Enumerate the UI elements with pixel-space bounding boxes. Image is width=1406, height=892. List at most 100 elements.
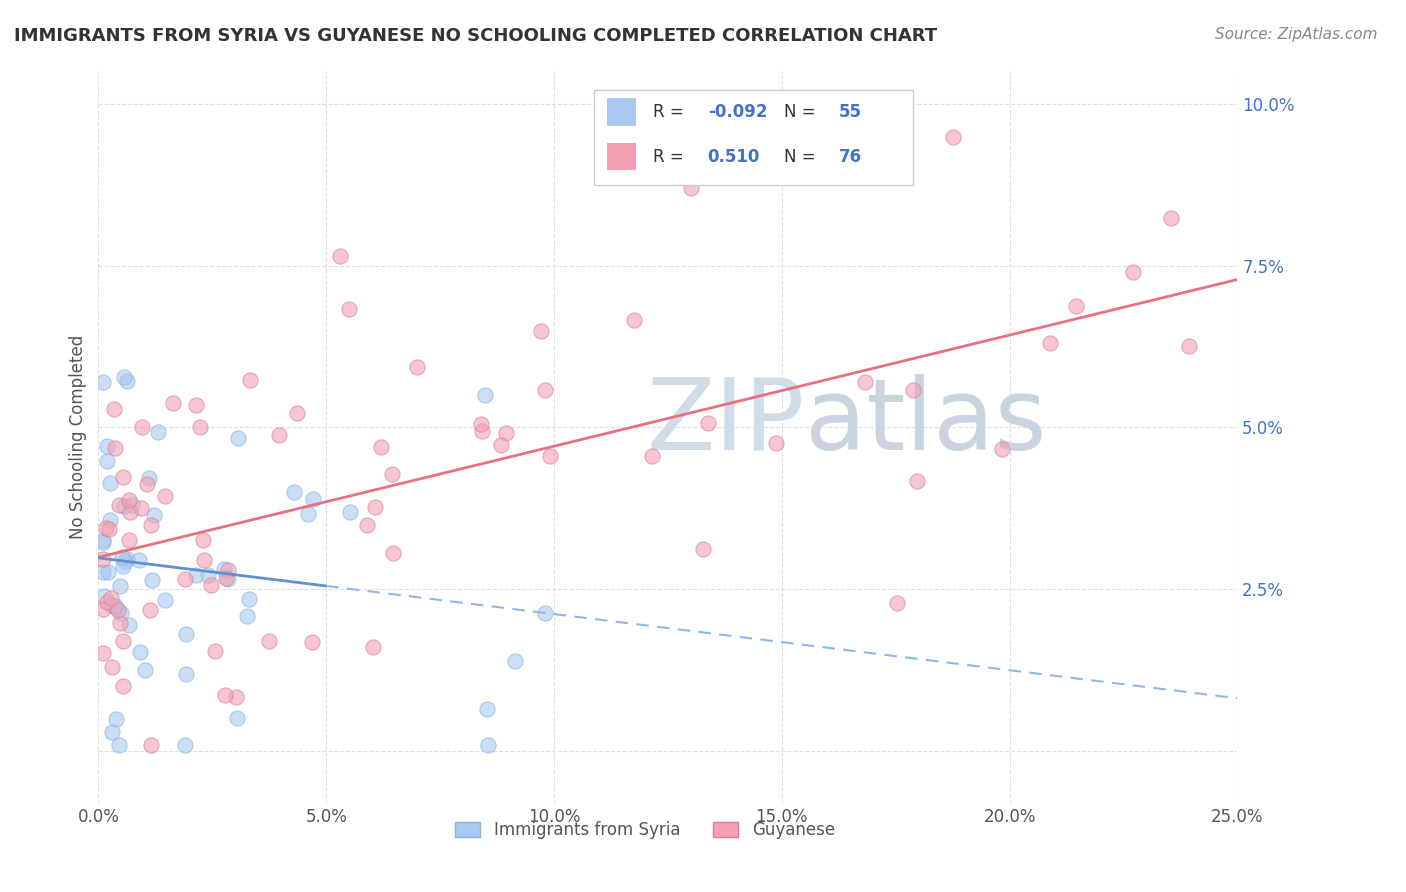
Point [100,598,122,612]
Point [114,554,136,568]
Point [91,646,114,660]
Point [104,600,127,615]
Point [141,738,163,752]
Point [153,489,176,503]
Point [190,419,212,434]
Point [692,541,714,556]
Point [91,534,114,549]
Point [103,441,125,455]
Y-axis label: No Schooling Completed: No Schooling Completed [69,335,87,539]
Point [1064,299,1087,313]
Point [110,615,132,630]
Point [174,666,197,681]
Text: R =: R = [652,103,689,121]
Point [112,470,135,484]
Point [118,618,141,632]
Point [96,521,118,535]
FancyBboxPatch shape [607,143,636,170]
Point [534,606,557,620]
Point [236,608,259,623]
Point [141,573,163,587]
Point [238,591,260,606]
Point [93,589,115,603]
Point [197,568,219,582]
Point [115,375,138,389]
Point [91,375,114,389]
Point [111,550,134,565]
Point [853,375,876,389]
Point [474,387,496,401]
Point [153,593,176,607]
Point [191,533,214,547]
Point [107,603,129,617]
Point [112,499,135,513]
Text: atlas: atlas [804,374,1046,471]
Point [538,449,561,463]
Point [339,505,361,519]
Text: 76: 76 [839,148,862,166]
Point [623,312,645,326]
Point [118,492,141,507]
Point [905,474,928,488]
Text: ZIP: ZIP [647,374,804,471]
Point [138,471,160,485]
Text: IMMIGRANTS FROM SYRIA VS GUYANESE NO SCHOOLING COMPLETED CORRELATION CHART: IMMIGRANTS FROM SYRIA VS GUYANESE NO SCH… [14,27,938,45]
Point [215,571,238,585]
Point [96,439,118,453]
Point [104,712,127,726]
Point [1122,265,1144,279]
Text: 55: 55 [839,103,862,121]
Point [91,533,114,548]
Point [301,635,323,649]
Point [98,475,121,490]
Point [146,425,169,440]
Text: R =: R = [652,148,689,166]
Point [118,533,141,547]
Point [470,417,492,431]
Point [1160,211,1182,225]
Point [765,435,787,450]
Point [267,428,290,442]
Point [129,501,152,516]
Point [225,690,247,704]
Point [108,498,131,512]
Point [406,359,429,374]
Point [117,551,139,566]
Point [111,634,134,648]
Point [162,396,184,410]
Point [226,711,249,725]
Point [110,606,132,620]
Point [174,626,197,640]
Point [214,562,236,576]
Point [679,181,702,195]
Point [477,701,499,715]
FancyBboxPatch shape [593,90,912,185]
Point [134,663,156,677]
Point [1177,339,1199,353]
Point [111,558,134,573]
Point [530,324,553,338]
Legend: Immigrants from Syria, Guyanese: Immigrants from Syria, Guyanese [449,814,842,846]
Text: N =: N = [785,148,821,166]
Point [301,491,323,506]
Point [339,301,361,316]
Point [173,572,195,586]
Point [141,517,163,532]
Point [139,603,162,617]
Point [91,602,114,616]
Point [381,546,404,560]
Point [98,513,121,527]
Point [285,406,308,420]
Point [96,453,118,467]
Point [217,563,239,577]
Point [91,552,114,566]
Point [91,566,114,580]
Point [97,566,120,580]
Point [100,591,122,606]
Point [120,504,142,518]
Point [217,573,239,587]
Point [110,579,132,593]
Point [886,596,908,610]
Point [356,518,378,533]
Point [503,654,526,668]
